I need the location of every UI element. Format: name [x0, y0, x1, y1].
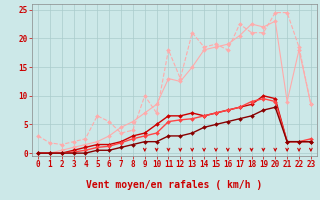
X-axis label: Vent moyen/en rafales ( km/h ): Vent moyen/en rafales ( km/h ) — [86, 180, 262, 190]
